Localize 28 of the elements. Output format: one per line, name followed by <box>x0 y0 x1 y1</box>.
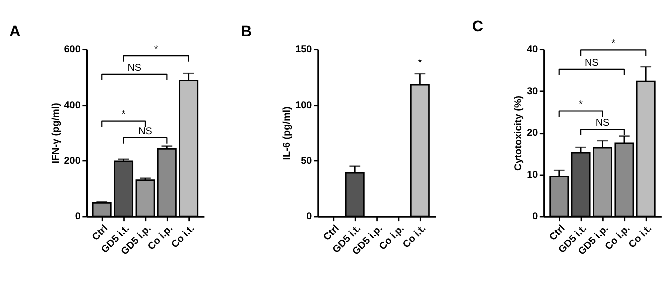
annotation: * <box>154 44 158 56</box>
y-tick-label: 400 <box>64 100 82 112</box>
y-tick-label: 0 <box>306 212 313 223</box>
y-tick-label: 200 <box>64 156 82 168</box>
annotation: * <box>579 100 584 111</box>
annotation: NS <box>138 126 153 138</box>
y-axis-title: Cytotoxicity (%) <box>514 96 525 171</box>
chart-title: A <box>10 24 21 41</box>
annotation: NS <box>128 62 142 74</box>
y-tick-label: 40 <box>527 44 539 56</box>
chart-title: C <box>472 18 484 36</box>
y-tick-label: 100 <box>296 100 313 112</box>
y-tick-label: 600 <box>64 44 82 56</box>
y-tick-label: 0 <box>75 212 82 223</box>
y-tick-label: 150 <box>296 44 313 56</box>
y-tick-label: 0 <box>532 212 539 223</box>
annotation: NS <box>584 58 600 69</box>
y-tick-label: 30 <box>527 86 539 98</box>
chart-title: B <box>240 24 252 41</box>
text: * <box>612 38 616 50</box>
annotation: * <box>122 110 126 121</box>
annotation: * <box>418 58 422 69</box>
y-tick-label: 20 <box>527 128 539 140</box>
y-axis-title: IL-6 (pg/ml) <box>282 106 294 160</box>
y-tick-label: 50 <box>301 156 313 168</box>
y-axis-title: IFN-γ (pg/ml) <box>50 103 62 164</box>
y-tick-label: 10 <box>527 170 539 181</box>
annotation: NS <box>596 118 610 130</box>
